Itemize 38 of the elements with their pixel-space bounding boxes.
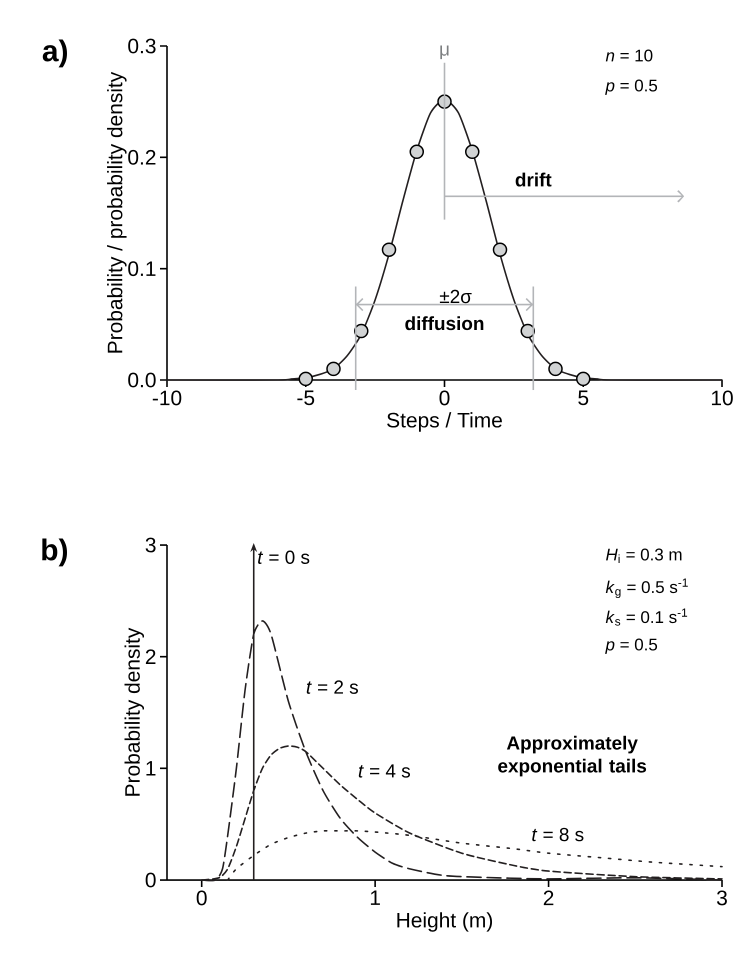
annotation: Approximately exponential tails — [498, 736, 646, 776]
y-tick-label: 0.0 — [128, 372, 156, 388]
x-tick-label: 2 — [544, 890, 554, 906]
y-tick-label: 0.2 — [128, 150, 156, 165]
x-axis-title: Steps / Time — [387, 412, 502, 432]
annotation: n = 10 — [606, 50, 652, 62]
x-tick-label: -10 — [152, 390, 182, 406]
series-label: t = 8 s — [532, 828, 584, 842]
annotation: diffusion — [405, 316, 484, 330]
annotation: p = 0.5 — [605, 638, 658, 654]
x-tick-label: 10 — [712, 390, 733, 406]
x-tick-label: -5 — [297, 390, 314, 406]
annotation: H$_{i}$ = 0.3 m — [606, 548, 682, 564]
x-tick-label: 5 — [578, 390, 588, 406]
ref-line-label: t = 0 s — [258, 550, 310, 564]
chart-title: b) — [42, 538, 68, 566]
y-axis-title: Probability / probability density — [107, 72, 127, 353]
chart-title: a) — [42, 40, 68, 68]
series-label: t = 4 s — [358, 764, 410, 778]
y-tick-label: 0 — [146, 872, 156, 888]
annotation: drift — [516, 172, 552, 187]
y-tick-label: 1 — [146, 761, 156, 776]
x-tick-label: 0 — [440, 390, 450, 406]
annotation: k$_{g}$ = 0.5 s$^{-1}$ — [606, 578, 688, 598]
series-label: t = 2 s — [306, 680, 358, 694]
x-tick-label: 3 — [717, 890, 727, 906]
y-tick-label: 2 — [146, 649, 156, 664]
annotation: p = 0.5 — [605, 80, 658, 95]
y-tick-label: 0.1 — [128, 261, 156, 276]
y-axis-title: Probability density — [124, 628, 144, 796]
y-tick-label: 3 — [146, 538, 156, 552]
annotation: ±2σ — [440, 290, 472, 304]
x-tick-label: 0 — [196, 890, 207, 906]
y-tick-label: 0.3 — [128, 38, 156, 54]
x-axis-title: Height (m) — [397, 912, 492, 932]
x-tick-label: 1 — [370, 890, 380, 905]
annotation: k$_{s}$ = 0.1 s$^{-1}$ — [606, 608, 688, 626]
ref-line-label: μ — [440, 46, 449, 60]
